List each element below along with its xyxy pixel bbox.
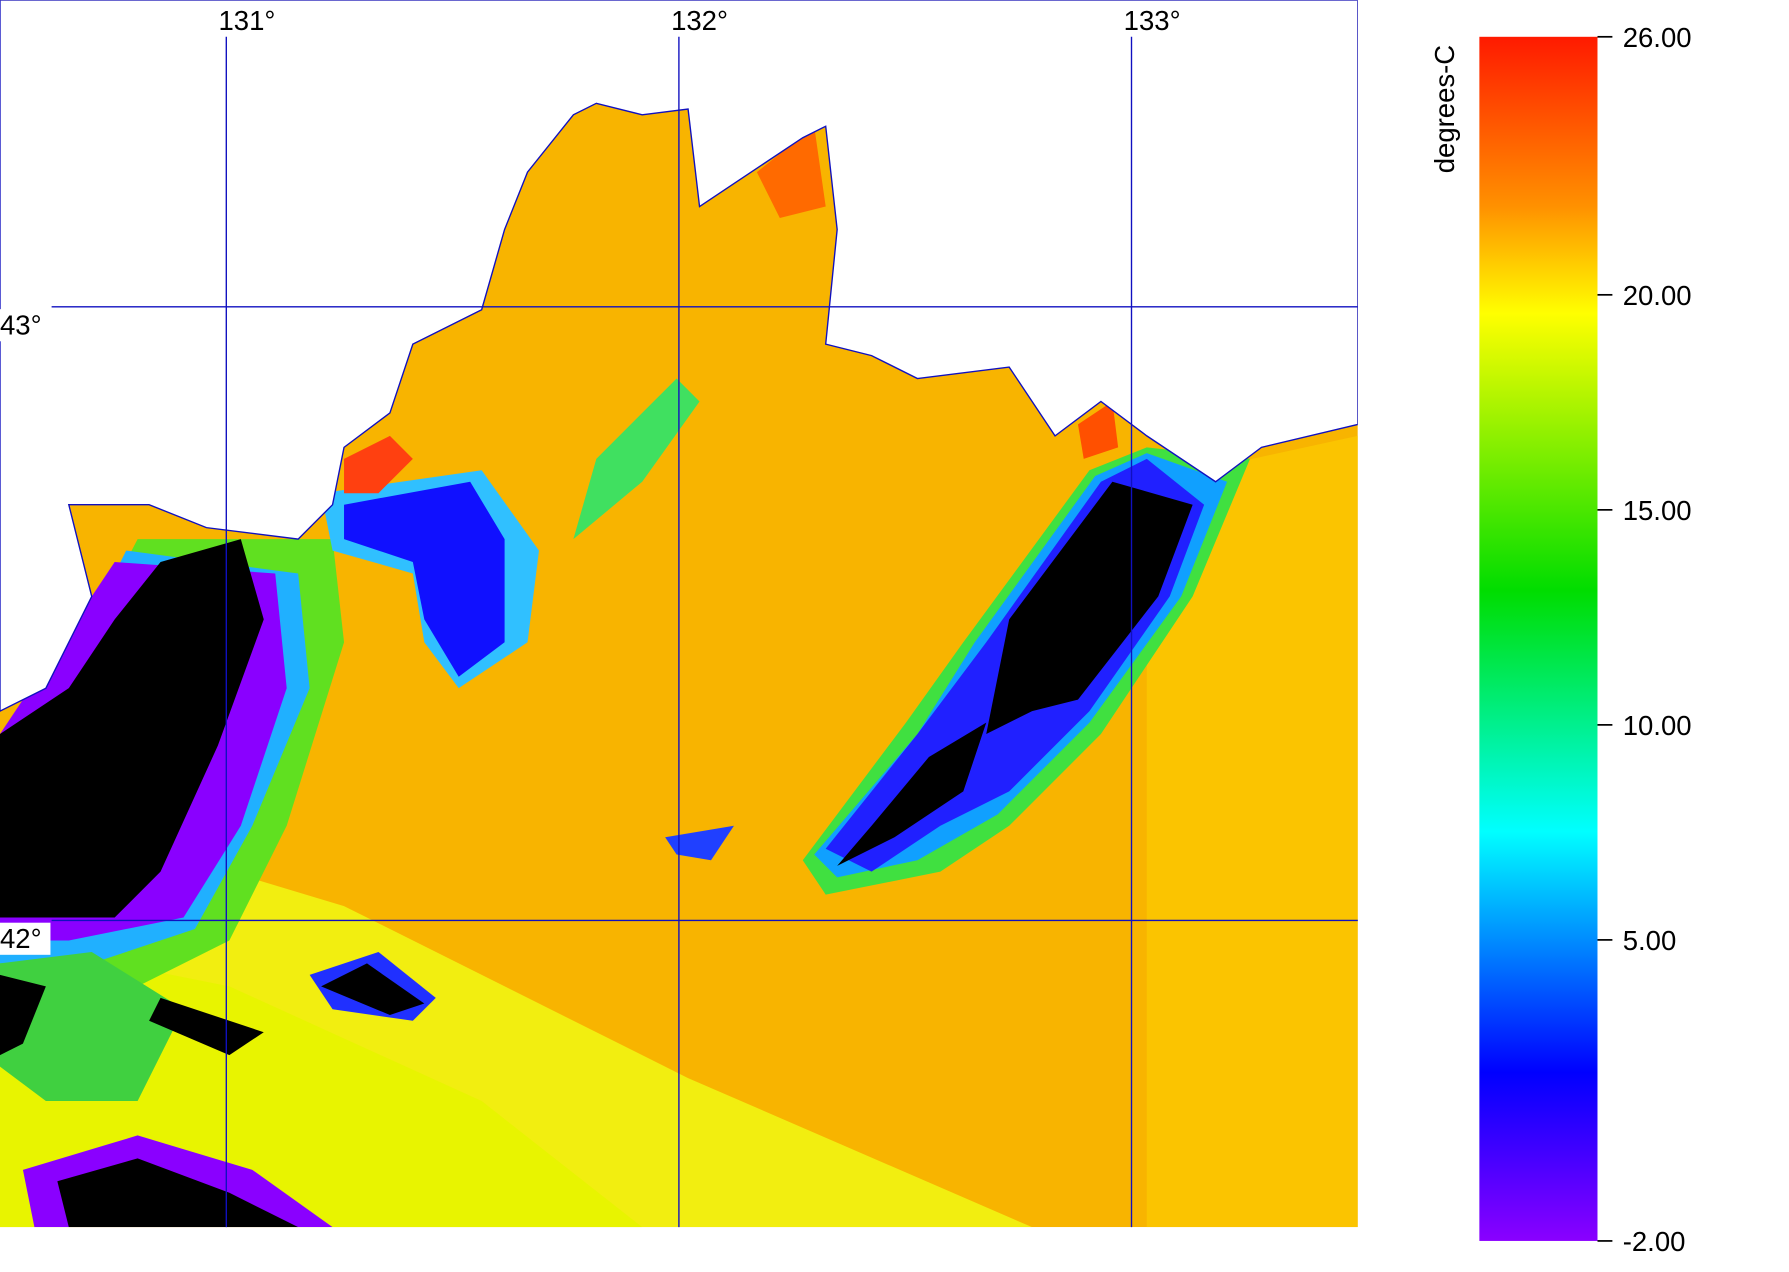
east-black <box>986 481 1193 735</box>
cold-green-2 <box>0 951 184 1102</box>
latitude-label-bg <box>0 922 51 955</box>
longitude-label: 132° <box>671 5 728 36</box>
sea-east <box>1146 435 1358 1228</box>
longitude-label: 133° <box>1124 5 1181 36</box>
cold-black <box>0 539 264 918</box>
latitude-label: 43° <box>0 309 42 340</box>
colorbar-tick-label: -2.00 <box>1623 1226 1686 1257</box>
land <box>0 0 1358 712</box>
colorbar-tick-label: 10.00 <box>1623 710 1692 741</box>
warm-spot-2 <box>756 126 826 218</box>
cold-black-4 <box>321 963 425 1016</box>
warm-spot <box>344 435 413 494</box>
longitude-label: 131° <box>218 5 275 36</box>
cold-black-3 <box>149 997 264 1056</box>
latitude-label-bg <box>0 309 51 342</box>
colorbar-tick-label: 26.00 <box>1623 22 1692 53</box>
east-black-2 <box>837 722 987 866</box>
latitude-label: 42° <box>0 923 42 954</box>
warm-spot-3 <box>1077 401 1119 459</box>
colorbar-label: degrees-C <box>1429 45 1460 173</box>
mid-green-streak <box>573 378 700 540</box>
cold-black-2 <box>0 974 46 1056</box>
mid-blue <box>344 481 505 677</box>
colorbar-tick-label: 20.00 <box>1623 280 1692 311</box>
colorbar <box>1479 36 1598 1241</box>
colorbar-tick-label: 5.00 <box>1623 925 1677 956</box>
cold-black-5 <box>57 1158 299 1228</box>
colorbar-tick-label: 15.00 <box>1623 495 1692 526</box>
